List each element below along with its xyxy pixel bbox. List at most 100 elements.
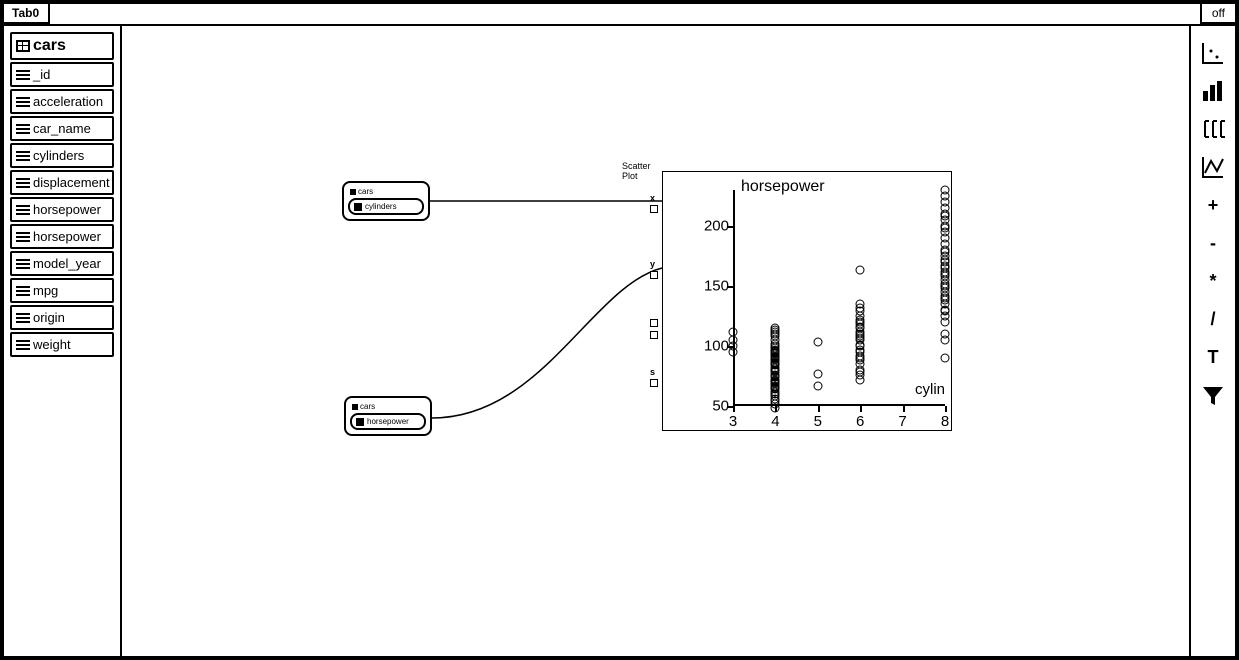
node-field-text: cylinders — [365, 202, 397, 211]
port-s[interactable] — [650, 379, 658, 387]
sidebar-item-model-year[interactable]: model_year — [10, 251, 114, 276]
sidebar-header-cars[interactable]: cars — [10, 32, 114, 60]
port-y[interactable] — [650, 271, 658, 279]
minus-tool[interactable]: - — [1198, 228, 1228, 258]
field-icon — [16, 263, 30, 265]
sidebar-item-label: model_year — [33, 256, 101, 271]
xtick-label: 6 — [856, 413, 864, 430]
topbar: Tab0 off — [4, 4, 1235, 26]
data-point — [729, 336, 738, 345]
filter-tool-icon[interactable] — [1198, 380, 1228, 410]
field-icon — [16, 209, 30, 211]
xtick-label: 8 — [941, 413, 949, 430]
field-icon — [16, 182, 30, 184]
sidebar-item-label: weight — [33, 337, 71, 352]
star-tool[interactable]: * — [1198, 266, 1228, 296]
sidebar-header-label: cars — [33, 37, 66, 55]
field-mini-icon — [356, 418, 364, 426]
node-table-text: cars — [360, 402, 375, 411]
port-extra-2[interactable] — [650, 331, 658, 339]
sidebar-item-label: displacement — [33, 175, 110, 190]
xtick-label: 5 — [814, 413, 822, 430]
sidebar-item-car-name[interactable]: car_name — [10, 116, 114, 141]
xtick-label: 7 — [898, 413, 906, 430]
ytick-label: 50 — [693, 398, 729, 415]
app-frame: Tab0 off cars _id acceleration car_name … — [0, 0, 1239, 660]
field-icon — [16, 128, 30, 130]
sidebar-item-label: acceleration — [33, 94, 103, 109]
sidebar-item-acceleration[interactable]: acceleration — [10, 89, 114, 114]
node-table-label: cars — [350, 402, 426, 411]
sidebar-item-horsepower-1[interactable]: horsepower — [10, 197, 114, 222]
off-button[interactable]: off — [1200, 4, 1235, 24]
node-table-text: cars — [358, 187, 373, 196]
tool-sidebar: + - * / T — [1189, 26, 1235, 656]
tab-0[interactable]: Tab0 — [4, 4, 50, 24]
scatter-tool-icon[interactable] — [1198, 38, 1228, 68]
x-axis — [733, 404, 945, 406]
node-cylinders[interactable]: cars cylinders — [342, 181, 430, 221]
y-axis — [733, 190, 735, 406]
data-point — [771, 324, 780, 333]
sidebar-item-horsepower-2[interactable]: horsepower — [10, 224, 114, 249]
port-x-label: x — [650, 193, 655, 203]
sidebar-item-origin[interactable]: origin — [10, 305, 114, 330]
edge-cylinders-to-x — [122, 26, 1122, 626]
plus-tool[interactable]: + — [1198, 190, 1228, 220]
field-icon — [16, 344, 30, 346]
field-icon — [16, 101, 30, 103]
field-icon — [16, 155, 30, 157]
field-icon — [16, 236, 30, 238]
tee-tool[interactable]: T — [1198, 342, 1228, 372]
sidebar-item-label: car_name — [33, 121, 91, 136]
sidebar-item-label: horsepower — [33, 229, 101, 244]
node-table-label: cars — [348, 187, 424, 196]
plot-area: 50100150200345678 — [733, 190, 945, 406]
node-field[interactable]: horsepower — [350, 413, 426, 430]
ytick-label: 150 — [693, 278, 729, 295]
edge-horsepower-to-y — [122, 26, 1122, 626]
sidebar-item-mpg[interactable]: mpg — [10, 278, 114, 303]
data-point — [941, 186, 950, 195]
port-s-label: s — [650, 367, 655, 377]
port-y-label: y — [650, 259, 655, 269]
field-mini-icon — [354, 203, 362, 211]
table-mini-icon — [350, 189, 356, 195]
sidebar-item-label: cylinders — [33, 148, 84, 163]
box-tool-icon[interactable] — [1198, 114, 1228, 144]
data-point — [813, 381, 822, 390]
slash-tool[interactable]: / — [1198, 304, 1228, 334]
sidebar-item-id[interactable]: _id — [10, 62, 114, 87]
xtick-label: 3 — [729, 413, 737, 430]
field-sidebar: cars _id acceleration car_name cylinders… — [4, 26, 122, 656]
node-field-text: horsepower — [367, 417, 409, 426]
field-icon — [16, 74, 30, 76]
ytick-label: 100 — [693, 338, 729, 355]
data-point — [856, 300, 865, 309]
sidebar-item-cylinders[interactable]: cylinders — [10, 143, 114, 168]
data-point — [729, 327, 738, 336]
sidebar-item-label: origin — [33, 310, 65, 325]
sidebar-item-displacement[interactable]: displacement — [10, 170, 114, 195]
table-icon — [16, 40, 30, 52]
chart-title: Scatter Plot — [622, 161, 651, 181]
xtick-label: 4 — [771, 413, 779, 430]
sidebar-item-label: horsepower — [33, 202, 101, 217]
data-point — [813, 338, 822, 347]
field-icon — [16, 290, 30, 292]
data-point — [813, 369, 822, 378]
data-point — [856, 266, 865, 275]
sidebar-item-label: mpg — [33, 283, 58, 298]
canvas[interactable]: cars cylinders cars horsepower Scatter P… — [122, 26, 1189, 656]
line-tool-icon[interactable] — [1198, 152, 1228, 182]
chart-box: horsepower cylin 50100150200345678 — [662, 171, 952, 431]
port-extra-1[interactable] — [650, 319, 658, 327]
bar-tool-icon[interactable] — [1198, 76, 1228, 106]
sidebar-item-weight[interactable]: weight — [10, 332, 114, 357]
node-field[interactable]: cylinders — [348, 198, 424, 215]
port-x[interactable] — [650, 205, 658, 213]
sidebar-item-label: _id — [33, 67, 50, 82]
table-mini-icon — [352, 404, 358, 410]
node-horsepower[interactable]: cars horsepower — [344, 396, 432, 436]
field-icon — [16, 317, 30, 319]
